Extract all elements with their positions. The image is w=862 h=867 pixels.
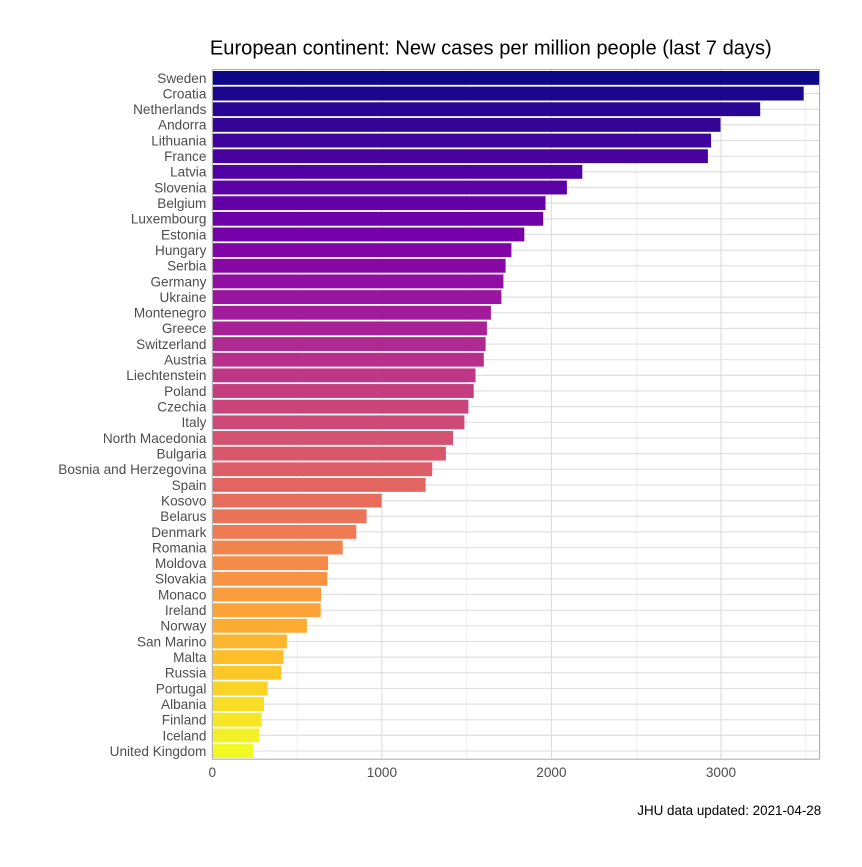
svg-text:Sweden: Sweden — [157, 71, 206, 86]
svg-text:Slovakia: Slovakia — [155, 572, 207, 587]
svg-text:Malta: Malta — [173, 650, 207, 665]
svg-text:Poland: Poland — [164, 384, 206, 399]
svg-text:Luxembourg: Luxembourg — [131, 212, 207, 227]
svg-text:JHU data updated: 2021-04-28: JHU data updated: 2021-04-28 — [637, 803, 821, 818]
svg-text:Andorra: Andorra — [158, 118, 207, 133]
svg-text:Finland: Finland — [162, 713, 207, 728]
svg-text:Kosovo: Kosovo — [161, 493, 206, 508]
svg-text:Bosnia and Herzegovina: Bosnia and Herzegovina — [58, 462, 207, 477]
svg-text:Netherlands: Netherlands — [133, 102, 207, 117]
svg-text:Estonia: Estonia — [161, 227, 207, 242]
svg-text:Hungary: Hungary — [155, 243, 207, 258]
svg-text:0: 0 — [209, 765, 217, 780]
svg-text:Serbia: Serbia — [167, 259, 207, 274]
svg-text:Monaco: Monaco — [158, 587, 206, 602]
svg-text:Slovenia: Slovenia — [154, 180, 207, 195]
svg-text:Austria: Austria — [164, 353, 207, 368]
svg-text:Denmark: Denmark — [151, 525, 206, 540]
svg-text:Ukraine: Ukraine — [160, 290, 207, 305]
svg-text:Italy: Italy — [181, 415, 206, 430]
svg-text:Romania: Romania — [152, 540, 207, 555]
svg-text:Czechia: Czechia — [157, 400, 207, 415]
svg-text:Norway: Norway — [160, 619, 206, 634]
svg-text:Moldova: Moldova — [155, 556, 207, 571]
svg-text:Croatia: Croatia — [163, 86, 207, 101]
svg-text:Greece: Greece — [162, 321, 207, 336]
svg-text:3000: 3000 — [706, 765, 737, 780]
svg-text:United Kingdom: United Kingdom — [110, 744, 207, 759]
svg-text:Switzerland: Switzerland — [136, 337, 206, 352]
svg-text:France: France — [164, 149, 206, 164]
svg-text:Belarus: Belarus — [160, 509, 206, 524]
svg-text:Portugal: Portugal — [156, 681, 207, 696]
svg-text:Russia: Russia — [165, 666, 207, 681]
svg-text:2000: 2000 — [536, 765, 567, 780]
svg-text:1000: 1000 — [367, 765, 398, 780]
svg-text:European continent: New cases: European continent: New cases per millio… — [210, 37, 772, 59]
svg-text:Montenegro: Montenegro — [134, 306, 207, 321]
svg-text:Ireland: Ireland — [165, 603, 207, 618]
svg-text:Bulgaria: Bulgaria — [157, 446, 207, 461]
svg-text:Liechtenstein: Liechtenstein — [126, 368, 206, 383]
svg-text:Belgium: Belgium — [157, 196, 206, 211]
svg-text:Iceland: Iceland — [163, 728, 207, 743]
svg-text:Albania: Albania — [161, 697, 207, 712]
svg-text:Germany: Germany — [150, 274, 206, 289]
svg-text:North Macedonia: North Macedonia — [103, 431, 207, 446]
svg-text:Lithuania: Lithuania — [151, 133, 207, 148]
svg-text:Spain: Spain — [172, 478, 207, 493]
svg-text:San Marino: San Marino — [137, 634, 207, 649]
svg-text:Latvia: Latvia — [170, 165, 207, 180]
